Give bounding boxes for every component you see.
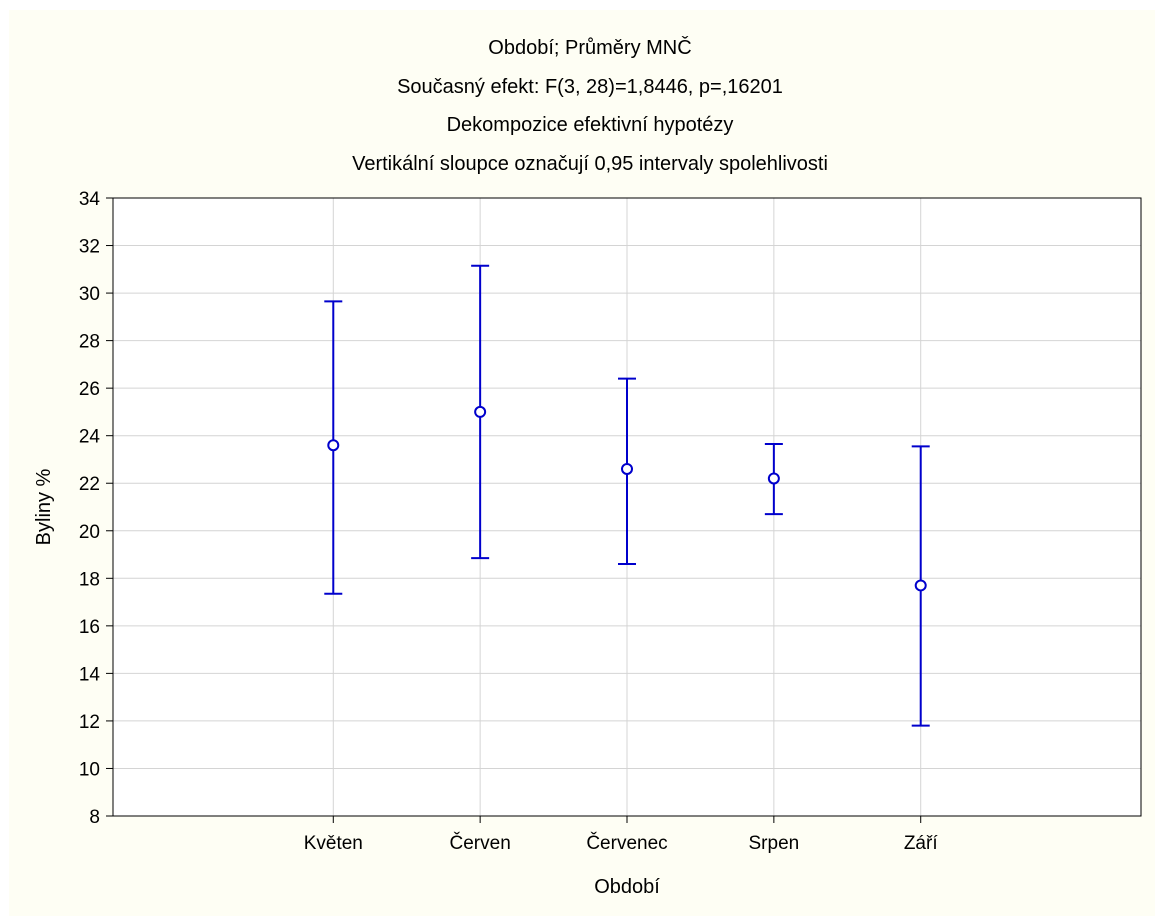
y-tick-label: 12 [79,712,100,733]
mean-point [327,439,340,452]
chart-subtitle-2: Dekompozice efektivní hypotézy [447,114,734,136]
y-tick-label: 32 [79,237,100,258]
y-tick-label: 14 [79,664,101,685]
x-tick-label: Červenec [586,832,667,854]
mean-point [767,472,780,485]
x-tick-label: Květen [304,833,363,854]
chart-title-group: Období; Průměry MNČ Současný efekt: F(3,… [352,36,828,175]
chart-subtitle-1: Současný efekt: F(3, 28)=1,8446, p=,1620… [397,76,783,98]
x-axis: Květen Červen Červenec Srpen Září [304,816,939,854]
y-tick-label: 22 [79,474,100,495]
y-axis: 8 10 12 14 16 18 20 22 24 26 28 30 32 34 [79,189,113,828]
y-tick-label: 18 [79,569,100,590]
y-tick-label: 16 [79,617,100,638]
y-tick-label: 28 [79,332,100,353]
x-axis-label: Období [594,876,660,898]
y-tick-label: 26 [79,379,100,400]
x-tick-label: Září [904,833,939,854]
y-tick-label: 34 [79,189,101,210]
series-group [324,264,930,727]
chart-subtitle-3: Vertikální sloupce označují 0,95 interva… [352,153,828,175]
x-tick-label: Srpen [749,833,800,854]
y-tick-label: 24 [79,427,101,448]
mean-point [914,579,927,592]
chart-title: Období; Průměry MNČ [488,36,691,59]
mean-point [621,462,633,475]
y-tick-label: 10 [79,759,100,780]
y-axis-label: Byliny % [33,468,55,545]
mean-point [474,405,487,418]
y-tick-label: 20 [79,522,100,543]
y-tick-label: 30 [79,284,100,305]
y-tick-label: 8 [89,807,100,828]
x-tick-label: Červen [450,832,511,854]
